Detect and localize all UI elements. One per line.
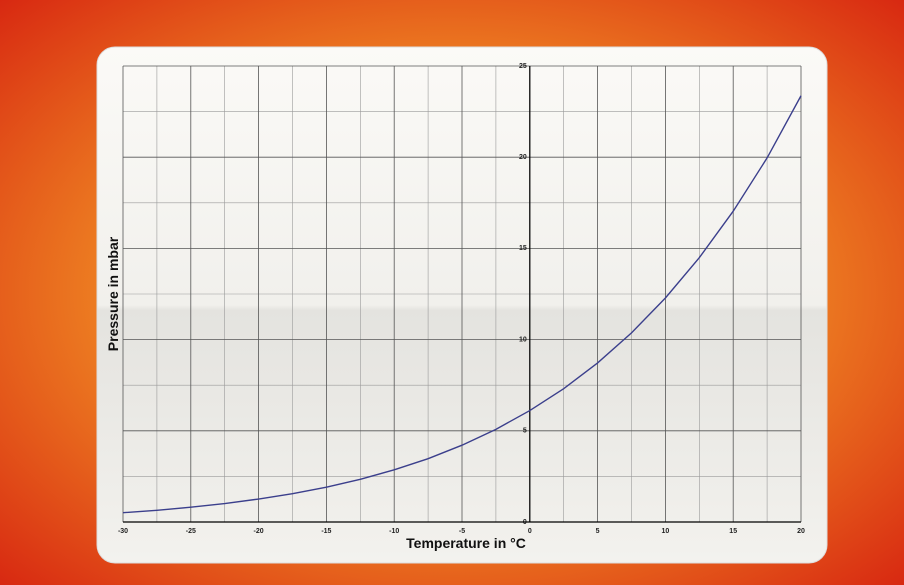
x-tick-label: 5: [596, 528, 600, 535]
y-tick-label: 15: [519, 245, 527, 252]
x-tick-label: -20: [254, 528, 264, 535]
x-axis-label: Temperature in °C: [406, 535, 526, 551]
x-tick-label: 10: [662, 528, 670, 535]
y-tick-label: 5: [523, 428, 527, 435]
x-tick-label: 15: [729, 528, 737, 535]
x-tick-label: -5: [459, 528, 465, 535]
x-tick-label: -25: [186, 528, 196, 535]
page: Temperature in °C Pressure in mbar -30 -2…: [0, 0, 904, 585]
x-tick-label: 20: [797, 528, 805, 535]
chart: Temperature in °C Pressure in mbar -30 -2…: [0, 0, 904, 585]
x-tick-label: -15: [321, 528, 331, 535]
y-axis-label: Pressure in mbar: [105, 236, 121, 351]
y-tick-label: 20: [519, 154, 527, 161]
y-tick-label: 10: [519, 336, 527, 343]
x-tick-label: -30: [118, 528, 128, 535]
x-tick-label: 0: [528, 528, 532, 535]
x-tick-label: -10: [389, 528, 399, 535]
y-tick-label: 25: [519, 63, 527, 70]
